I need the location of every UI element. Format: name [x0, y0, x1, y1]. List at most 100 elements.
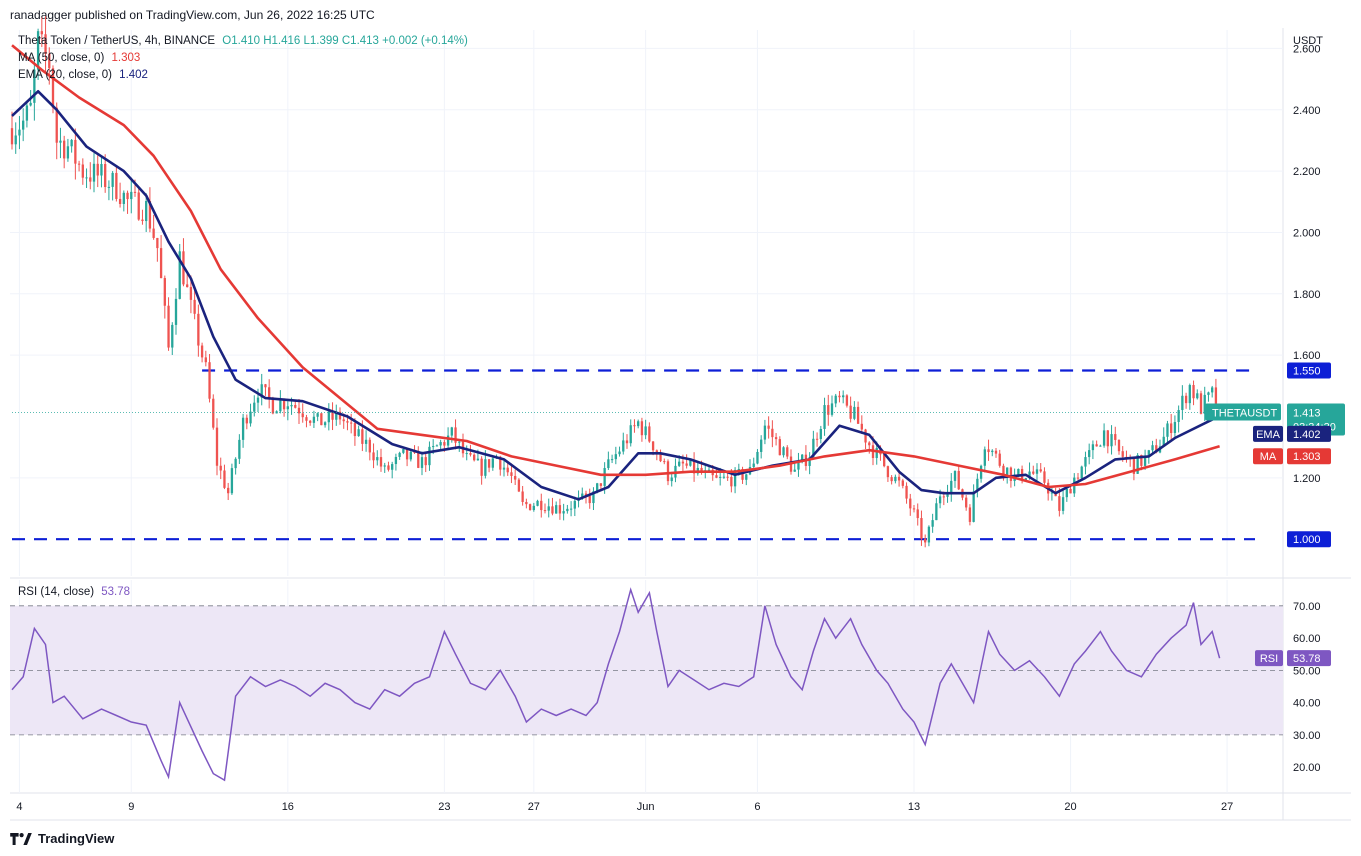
candle-body-up — [819, 428, 822, 440]
candle-body-up — [842, 395, 845, 398]
rsi-value-tag — [1287, 650, 1331, 667]
ma-value-tag — [1287, 448, 1331, 465]
candle-body-up — [573, 500, 576, 509]
candle-body-down — [648, 426, 651, 442]
candle-body-up — [111, 172, 114, 187]
candle-body-down — [424, 457, 427, 466]
candle-body-down — [666, 461, 670, 482]
candle-body-up — [569, 508, 573, 510]
candle-body-down — [227, 487, 230, 494]
candle-body-down — [868, 442, 871, 446]
candle-body-down — [856, 406, 860, 424]
candle-body-up — [36, 31, 40, 70]
candle-body-down — [741, 469, 744, 480]
candle-body-up — [562, 511, 565, 514]
candle-body-down — [305, 417, 308, 421]
ma-value-tag-label: 1.303 — [1293, 451, 1321, 463]
candle-body-up — [979, 465, 983, 479]
candle-body-down — [517, 479, 521, 492]
candle-body-up — [760, 439, 763, 452]
candle-body-up — [260, 384, 263, 398]
candle-body-up — [14, 135, 17, 145]
candle-body-down — [77, 163, 81, 165]
candle-body-down — [152, 228, 155, 238]
time-tick-label: 27 — [1221, 801, 1233, 813]
candle-body-up — [782, 447, 785, 456]
candle-body-down — [309, 420, 312, 423]
candle-body-down — [63, 140, 66, 159]
candle-body-up — [446, 435, 450, 446]
candle-body-up — [1050, 492, 1054, 494]
candle-body-up — [622, 440, 625, 452]
candle-body-down — [726, 476, 729, 478]
candle-body-up — [1207, 392, 1210, 395]
candle-body-down — [40, 31, 43, 35]
candle-body-down — [506, 467, 509, 473]
legend-ema-value: 1.402 — [119, 69, 148, 81]
candle-body-up — [853, 406, 856, 419]
candle-body-up — [364, 439, 368, 444]
candle-body-down — [55, 107, 58, 143]
candle-body-down — [968, 507, 972, 522]
publisher-line: ranadagger published on TradingView.com,… — [10, 8, 375, 22]
candle-body-down — [215, 427, 219, 466]
candle-body-up — [420, 457, 424, 468]
candle-body-up — [439, 442, 442, 446]
candle-body-down — [912, 508, 916, 510]
candle-body-down — [245, 417, 248, 424]
candle-body-down — [48, 53, 51, 69]
time-tick-label: 9 — [128, 801, 134, 813]
candle-body-up — [1162, 436, 1165, 447]
candle-body-down — [133, 191, 137, 193]
candle-body-up — [171, 324, 174, 348]
candle-body-up — [894, 476, 897, 482]
candle-body-down — [767, 425, 770, 429]
time-tick-label: 16 — [282, 801, 294, 813]
candle-body-up — [875, 447, 878, 459]
candle-body-up — [435, 445, 439, 447]
candle-body-down — [148, 200, 152, 229]
price-tick-label: 1.600 — [1293, 350, 1321, 362]
candle-body-up — [1211, 387, 1214, 393]
candle-body-up — [1024, 478, 1027, 481]
candle-body-down — [845, 395, 849, 406]
legend-ema-row[interactable]: EMA (20, close, 0) 1.402 — [18, 69, 148, 81]
candle-body-up — [316, 413, 319, 417]
candle-body-down — [350, 422, 353, 424]
candle-body-up — [670, 477, 673, 482]
candle-body-up — [130, 191, 133, 200]
legend-ohlc: O1.410 H1.416 L1.399 C1.413 +0.002 (+0.1… — [222, 35, 468, 47]
rsi-tick-label: 30.00 — [1293, 730, 1321, 742]
rsi-tick-label: 40.00 — [1293, 698, 1321, 710]
tradingview-footer[interactable]: TradingView — [10, 831, 114, 846]
candle-body-down — [137, 192, 140, 220]
legend-rsi-row[interactable]: RSI (14, close) 53.78 — [18, 586, 130, 598]
candle-body-up — [797, 461, 800, 470]
candle-body-up — [1147, 450, 1150, 456]
candle-body-down — [405, 448, 409, 460]
ma-name-tag — [1253, 448, 1283, 465]
candle-body-up — [1136, 454, 1139, 474]
candle-body-down — [141, 219, 144, 222]
candle-body-up — [931, 520, 934, 527]
rsi-tick-label: 70.00 — [1293, 601, 1321, 613]
candle-body-up — [178, 251, 181, 299]
candle-body-down — [651, 441, 655, 451]
rsi-name-tag-label: RSI — [1260, 653, 1278, 665]
price-tick-label: 2.000 — [1293, 227, 1321, 239]
candle-body-up — [70, 139, 73, 147]
candle-body-down — [584, 493, 588, 497]
legend-ma-row[interactable]: MA (50, close, 0) 1.303 — [18, 52, 140, 64]
time-tick-label: Jun — [637, 801, 655, 813]
candle-body-up — [719, 476, 722, 478]
candle-body-up — [383, 465, 386, 467]
candle-body-up — [812, 438, 815, 458]
candle-body-up — [402, 448, 405, 453]
candle-body-up — [1102, 430, 1106, 446]
candle-body-up — [1203, 394, 1206, 414]
candle-body-up — [644, 426, 647, 436]
candle-body-down — [681, 461, 685, 464]
candle-body-down — [74, 139, 77, 164]
candle-body-down — [1114, 434, 1117, 440]
